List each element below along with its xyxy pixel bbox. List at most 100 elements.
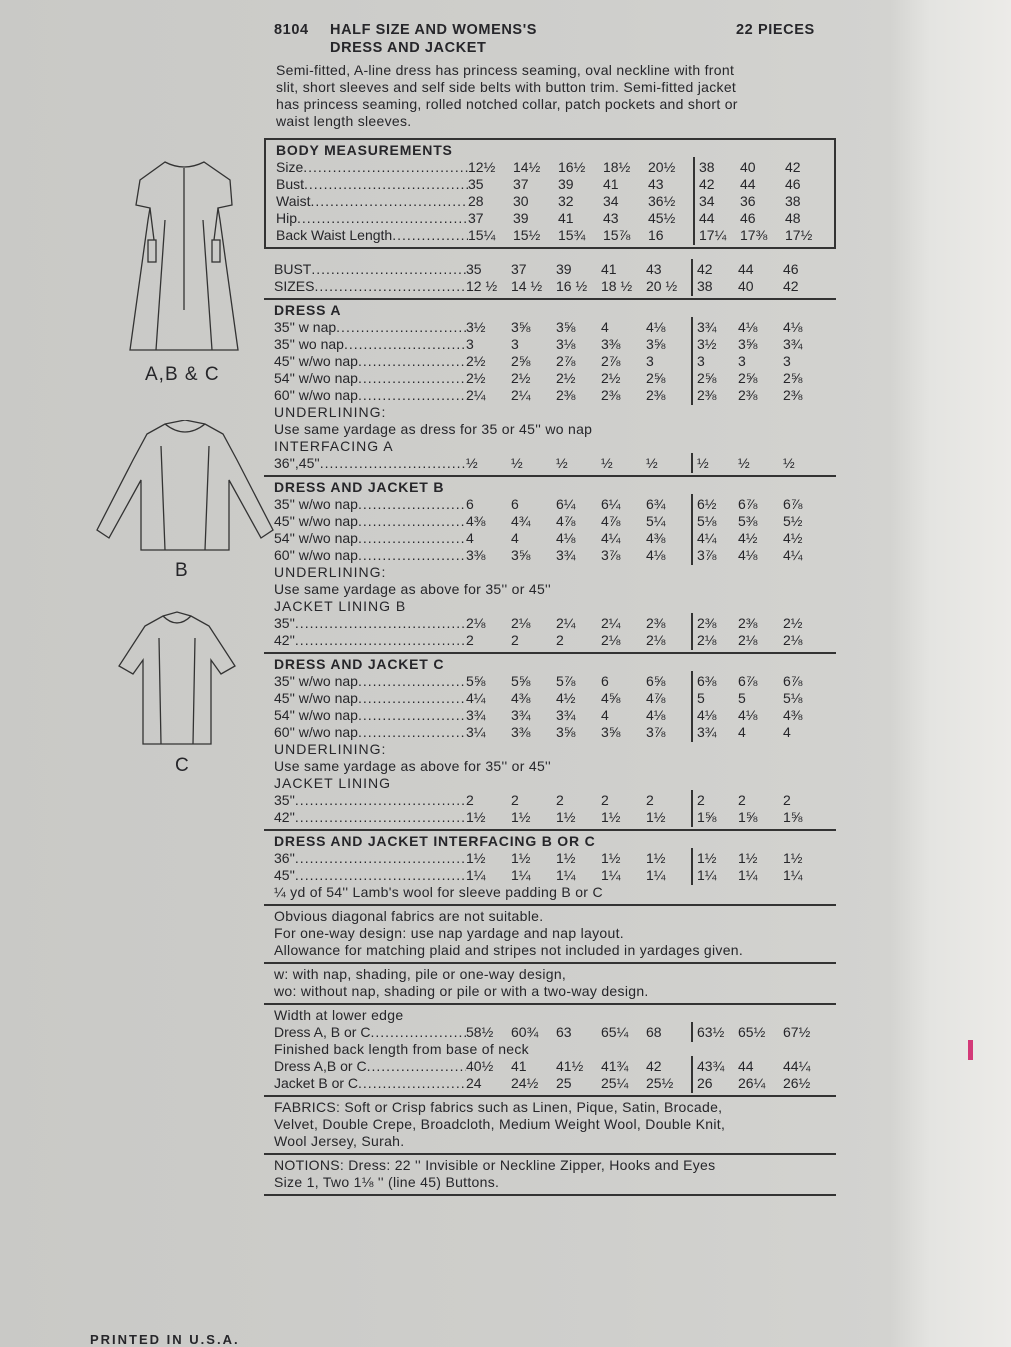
value-cell: 3	[691, 351, 738, 371]
note-text: Size 1, Two 1⅛ '' (line 45) Buttons.	[274, 1174, 500, 1190]
value-cell: 4⅛	[646, 707, 666, 723]
value-cell: 6	[511, 496, 519, 512]
value-cell: 4⅜	[511, 690, 531, 706]
value-cell: 25½	[646, 1075, 674, 1091]
value-cell: 44	[693, 208, 740, 228]
value-cell: 40½	[466, 1058, 494, 1074]
value-cell: 2	[601, 792, 609, 808]
table-row: Dress A,B or C..........................…	[274, 1056, 836, 1076]
value-cell: 2	[556, 632, 564, 648]
value-cell: 4⅞	[601, 513, 621, 529]
value-cell: 1½	[601, 809, 621, 825]
dot-leader: ........................................…	[310, 193, 468, 209]
note-text: Use same yardage as above for 35'' or 45…	[274, 581, 551, 597]
value-cell: 43	[646, 261, 662, 277]
section-subheading: UNDERLINING:	[274, 741, 387, 757]
value-cell: 2⅝	[511, 353, 531, 369]
value-cell: 15⅞	[603, 227, 631, 243]
value-cell: 6	[466, 496, 474, 512]
value-cell: 2½	[601, 370, 621, 386]
value-cell: 40	[740, 159, 756, 175]
value-cell: 1½	[783, 850, 803, 866]
value-cell: 12 ½	[466, 278, 498, 294]
dot-leader: ........................................…	[357, 690, 466, 706]
row-label: 35''	[274, 615, 295, 631]
row-label-cell: 35''....................................…	[274, 615, 466, 632]
pattern-title-line2: DRESS AND JACKET	[330, 40, 487, 56]
value-cell: 42	[691, 259, 738, 279]
value-cell: 36½	[648, 193, 676, 209]
value-cell: 4⅝	[601, 690, 621, 706]
table-row: 60'' w/wo nap...........................…	[274, 545, 836, 565]
value-cell: 1½	[556, 809, 576, 825]
value-cell: 1¼	[646, 867, 666, 883]
value-cell: 35	[468, 176, 484, 192]
value-cell: 2½	[466, 370, 486, 386]
row-label-cell: 36'',45''...............................…	[274, 455, 466, 472]
table-row: Size....................................…	[276, 157, 834, 177]
value-cell: 4½	[783, 530, 803, 546]
row-label-cell: 60'' w/wo nap...........................…	[274, 387, 466, 404]
value-cell: 6¼	[556, 496, 576, 512]
value-cell: 3½	[466, 319, 486, 335]
value-cell: 65½	[738, 1024, 766, 1040]
table-row: 45'' w/wo nap...........................…	[274, 511, 836, 531]
value-cell: 2⅛	[511, 615, 531, 631]
table-row: Hip.....................................…	[276, 208, 834, 228]
dot-leader: ........................................…	[336, 319, 466, 335]
dot-leader: ........................................…	[357, 370, 466, 386]
value-cell: 3¾	[691, 722, 738, 742]
value-cell: ½	[556, 455, 568, 471]
value-cell: 28	[468, 193, 484, 209]
note-text: Use same yardage as above for 35'' or 45…	[274, 758, 551, 774]
row-label-cell: 35'' w nap..............................…	[274, 319, 466, 336]
value-cell: 3	[466, 336, 474, 352]
value-cell: 3⅛	[556, 336, 576, 352]
pattern-title-line1: HALF SIZE AND WOMENS'S	[330, 22, 538, 38]
value-cell: 44	[740, 176, 756, 192]
value-cell: 2⅞	[601, 353, 621, 369]
value-cell: 3¾	[556, 707, 576, 723]
dot-leader: ........................................…	[319, 455, 466, 471]
dot-leader: ........................................…	[357, 707, 466, 723]
value-cell: 4	[466, 530, 474, 546]
value-cell: 2	[466, 632, 474, 648]
value-cell: 4⅜	[466, 513, 486, 529]
value-cell: 1¼	[466, 867, 486, 883]
chart-section: BUST....................................…	[264, 259, 836, 300]
value-cell: 4½	[738, 530, 758, 546]
value-cell: 24½	[511, 1075, 539, 1091]
value-cell: 58½	[466, 1024, 494, 1040]
dot-leader: ........................................…	[358, 1075, 466, 1091]
dot-leader: ........................................…	[294, 792, 466, 808]
value-cell: ½	[783, 455, 795, 471]
dot-leader: ........................................…	[357, 513, 466, 529]
value-cell: 2⅜	[738, 615, 758, 631]
row-label: 60'' w/wo nap	[274, 547, 358, 563]
value-cell: 38	[785, 193, 801, 209]
row-label: 36'',45''	[274, 455, 320, 471]
value-cell: 2⅞	[556, 353, 576, 369]
value-cell: 41	[558, 210, 574, 226]
row-label-cell: 54'' w/wo nap...........................…	[274, 370, 466, 387]
row-label: Jacket B or C	[274, 1075, 359, 1091]
view-label-abc: A,B & C	[145, 364, 220, 385]
value-cell: 34	[603, 193, 619, 209]
value-cell: 1¼	[601, 867, 621, 883]
value-cell: 3¼	[466, 724, 486, 740]
value-cell: 41½	[556, 1058, 584, 1074]
value-cell: 2½	[783, 615, 803, 631]
chart-section: DRESS AND JACKET B 35'' w/wo nap.........…	[264, 477, 836, 654]
value-cell: 1¼	[691, 865, 738, 885]
value-cell: 5	[691, 688, 738, 708]
dot-leader: ........................................…	[357, 724, 466, 740]
row-label-cell: 35'' w/wo nap...........................…	[274, 673, 466, 690]
note-text: Width at lower edge	[274, 1007, 404, 1023]
value-cell: 26¼	[738, 1075, 766, 1091]
value-cell: 3¾	[783, 336, 803, 352]
value-cell: 2⅛	[646, 632, 666, 648]
value-cell: 60¾	[511, 1024, 539, 1040]
value-cell: 1⅝	[738, 809, 758, 825]
value-cell: 2⅜	[691, 613, 738, 633]
value-cell: 4⅛	[738, 707, 758, 723]
